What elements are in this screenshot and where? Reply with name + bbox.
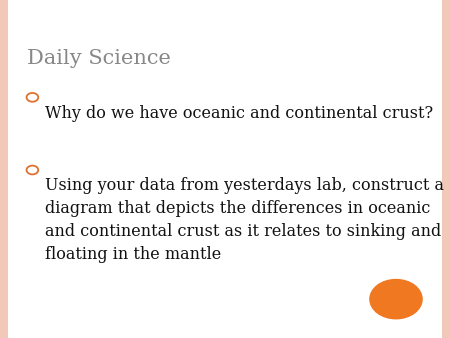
Text: Why do we have oceanic and continental crust?: Why do we have oceanic and continental c…: [45, 105, 433, 122]
Text: Using your data from yesterdays lab, construct a
diagram that depicts the differ: Using your data from yesterdays lab, con…: [45, 177, 444, 263]
Circle shape: [370, 280, 422, 319]
Text: Daily Science: Daily Science: [27, 49, 171, 68]
